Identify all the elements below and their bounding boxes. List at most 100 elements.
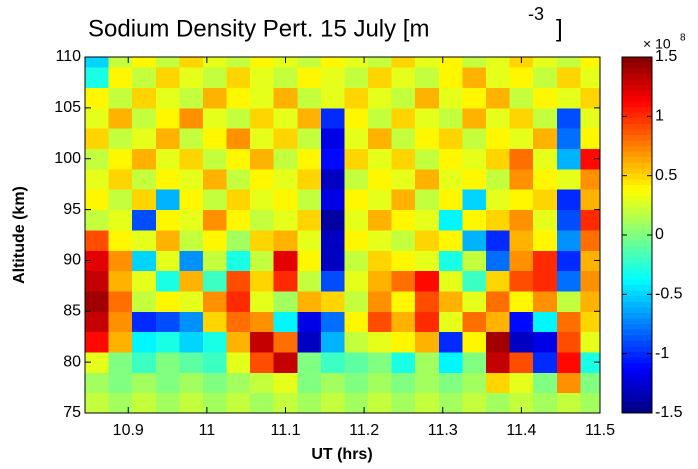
heatmap-cell bbox=[556, 311, 581, 333]
colorbar-swatch bbox=[622, 301, 652, 308]
colorbar-swatch bbox=[622, 212, 652, 219]
heatmap-cell bbox=[202, 107, 228, 129]
heatmap-cell bbox=[438, 57, 463, 68]
heatmap-cell bbox=[202, 87, 228, 109]
colorbar-tick-label: 0.5 bbox=[655, 167, 677, 184]
colorbar-swatch bbox=[622, 123, 652, 130]
heatmap-cell bbox=[485, 229, 511, 251]
heatmap-cell bbox=[438, 392, 463, 413]
heatmap-cell bbox=[320, 250, 345, 272]
heatmap-cell bbox=[438, 189, 463, 211]
heatmap-cell bbox=[179, 392, 204, 413]
colorbar-swatch bbox=[622, 112, 652, 119]
heatmap-cell bbox=[108, 250, 133, 272]
colorbar-swatch bbox=[622, 262, 652, 269]
heatmap-cell bbox=[320, 209, 345, 231]
colorbar-swatch bbox=[622, 90, 652, 97]
heatmap-cell bbox=[368, 392, 393, 413]
colorbar-swatch bbox=[622, 229, 652, 236]
heatmap-cell bbox=[368, 87, 393, 109]
heatmap-cell bbox=[462, 168, 487, 190]
y-tick-label: 100 bbox=[54, 150, 81, 167]
heatmap-cell bbox=[226, 67, 251, 89]
heatmap-cell bbox=[155, 128, 180, 150]
heatmap-cell bbox=[297, 229, 322, 251]
colorbar-swatch bbox=[622, 379, 652, 386]
heatmap-cell bbox=[438, 168, 463, 190]
heatmap-cell bbox=[155, 148, 180, 170]
heatmap-cell bbox=[85, 290, 110, 312]
heatmap-cell bbox=[202, 57, 228, 68]
heatmap-cell bbox=[108, 57, 133, 68]
heatmap-cell bbox=[85, 57, 110, 68]
heatmap-cell bbox=[226, 229, 251, 251]
colorbar-swatch bbox=[622, 207, 652, 214]
heatmap-cell bbox=[297, 209, 322, 231]
heatmap-cell bbox=[462, 351, 487, 373]
heatmap-cell bbox=[485, 392, 511, 413]
colorbar-swatch bbox=[622, 279, 652, 286]
heatmap-cell bbox=[273, 189, 298, 211]
heatmap-cell bbox=[250, 57, 275, 68]
heatmap-cell bbox=[485, 57, 511, 68]
heatmap-cell bbox=[344, 372, 369, 394]
heatmap-cell bbox=[415, 107, 440, 129]
heatmap-cell bbox=[297, 57, 322, 68]
heatmap-cell bbox=[462, 57, 487, 68]
heatmap-cell bbox=[226, 290, 251, 312]
heatmap-cell bbox=[533, 148, 558, 170]
heatmap-cell bbox=[415, 331, 440, 353]
heatmap-cell bbox=[108, 168, 133, 190]
colorbar-exponent: 8 bbox=[680, 33, 686, 44]
colorbar-swatch bbox=[622, 68, 652, 75]
heatmap-cell bbox=[533, 311, 558, 333]
heatmap-cell bbox=[485, 128, 511, 150]
heatmap-cell bbox=[320, 107, 345, 129]
heatmap-cell bbox=[509, 392, 534, 413]
colorbar-swatch bbox=[622, 184, 652, 192]
heatmap-cell bbox=[438, 107, 463, 129]
heatmap-cell bbox=[391, 209, 416, 231]
heatmap-cell bbox=[462, 67, 487, 89]
heatmap-cell bbox=[132, 189, 157, 211]
heatmap-cell bbox=[202, 168, 228, 190]
colorbar-swatch bbox=[622, 134, 652, 142]
heatmap-cell bbox=[202, 229, 228, 251]
heatmap-cell bbox=[556, 392, 581, 413]
heatmap-cell bbox=[509, 229, 534, 251]
colorbar-tick-label: 0 bbox=[655, 226, 664, 243]
heatmap-cell bbox=[556, 57, 581, 68]
heatmap-cell bbox=[485, 148, 511, 170]
heatmap-cell bbox=[297, 189, 322, 211]
heatmap-cell bbox=[415, 57, 440, 68]
heatmap-cell bbox=[415, 351, 440, 373]
heatmap-cell bbox=[108, 87, 133, 109]
heatmap-cell bbox=[509, 311, 534, 333]
heatmap-cell bbox=[297, 290, 322, 312]
colorbar-swatch bbox=[622, 329, 652, 336]
heatmap-cell bbox=[462, 87, 487, 109]
heatmap-cell bbox=[132, 209, 157, 231]
heatmap-cell bbox=[368, 351, 393, 373]
heatmap-cell bbox=[226, 57, 251, 68]
heatmap-cell bbox=[179, 290, 204, 312]
heatmap-cell bbox=[179, 67, 204, 89]
heatmap-cell bbox=[85, 270, 110, 292]
heatmap-cell bbox=[344, 270, 369, 292]
heatmap-cell bbox=[320, 290, 345, 312]
heatmap-cell bbox=[226, 168, 251, 190]
heatmap-cell bbox=[344, 331, 369, 353]
heatmap-cell bbox=[415, 290, 440, 312]
heatmap-cell bbox=[320, 168, 345, 190]
heatmap-cell bbox=[556, 209, 581, 231]
heatmap-cell bbox=[297, 87, 322, 109]
heatmap-cell bbox=[533, 107, 558, 129]
heatmap-cell bbox=[415, 87, 440, 109]
heatmap-cell bbox=[132, 290, 157, 312]
heatmap-cell bbox=[226, 87, 251, 109]
heatmap-cell bbox=[108, 229, 133, 251]
heatmap-cell bbox=[155, 351, 180, 373]
y-tick-label: 75 bbox=[63, 404, 81, 421]
colorbar-swatch bbox=[622, 246, 652, 253]
heatmap-cell bbox=[415, 168, 440, 190]
